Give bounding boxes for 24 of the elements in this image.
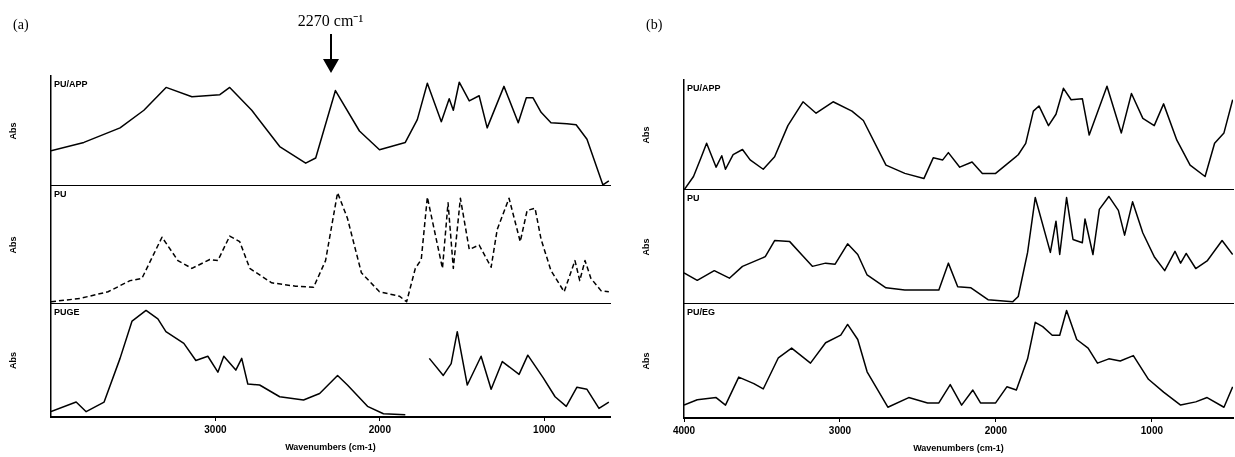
x-tick-label: 3000 [204,423,227,435]
text: 2270 cm⁻¹ [297,12,364,30]
y-axis-title: Abs [7,236,18,254]
chart-title: (a) [13,16,29,33]
x-tick-label: 4000 [672,424,696,436]
x-tick-label: 1000 [1140,424,1164,436]
x-tick-label: 1000 [533,423,556,435]
x-tick-label: 3000 [828,424,852,436]
chart-title: (b) [646,16,663,33]
text: PUGE [54,306,80,317]
text: PU/APP [54,78,88,89]
text: PU [54,188,67,199]
y-axis-title: Abs [640,352,651,370]
text: PU [687,192,700,203]
text: PU/EG [687,306,716,317]
x-tick-label: 2000 [984,424,1008,436]
y-axis-title: Abs [7,351,18,370]
text: PU/APP [687,82,721,93]
y-axis-title: Abs [7,122,18,140]
y-axis-title: Abs [640,238,651,256]
x-tick-label: 2000 [368,423,392,435]
x-axis-title: Wavenumbers (cm-1) [285,442,376,453]
x-axis-title: Wavenumbers (cm-1) [913,443,1004,454]
y-axis-title: Abs [640,126,651,144]
